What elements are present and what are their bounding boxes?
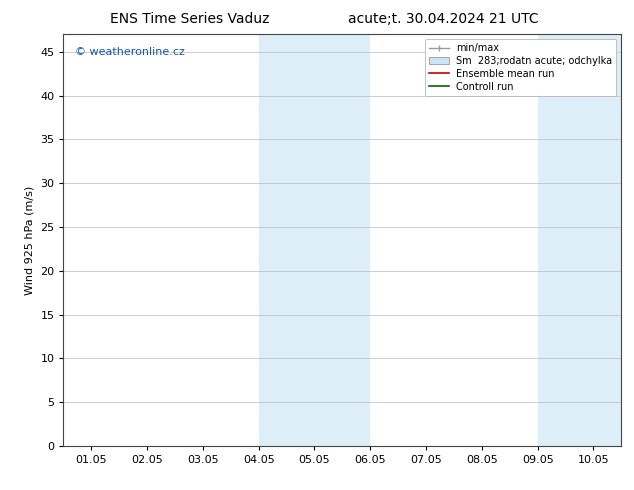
- Text: © weatheronline.cz: © weatheronline.cz: [75, 47, 184, 57]
- Text: acute;t. 30.04.2024 21 UTC: acute;t. 30.04.2024 21 UTC: [349, 12, 539, 26]
- Legend: min/max, Sm  283;rodatn acute; odchylka, Ensemble mean run, Controll run: min/max, Sm 283;rodatn acute; odchylka, …: [425, 39, 616, 96]
- Y-axis label: Wind 925 hPa (m/s): Wind 925 hPa (m/s): [25, 186, 35, 294]
- Bar: [259, 34, 370, 446]
- Text: ENS Time Series Vaduz: ENS Time Series Vaduz: [110, 12, 270, 26]
- Bar: [538, 34, 621, 446]
